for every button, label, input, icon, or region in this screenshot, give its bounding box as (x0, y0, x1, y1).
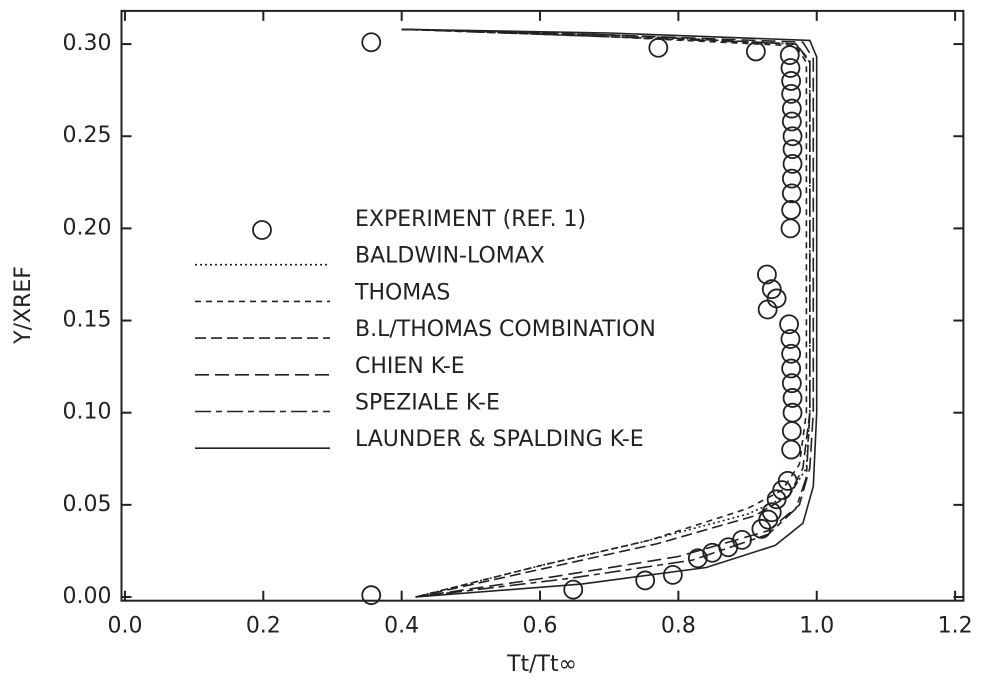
data-point (781, 111, 802, 132)
data-point (781, 83, 802, 104)
x-tick-label: 0.8 (661, 614, 696, 639)
data-point (635, 570, 656, 591)
data-point (782, 139, 803, 160)
data-point (361, 585, 382, 606)
y-tick-label: 0.10 (63, 400, 112, 425)
data-point (781, 373, 802, 394)
y-axis-label: Y/XREF (11, 266, 36, 345)
data-point (361, 32, 382, 53)
data-point (781, 358, 802, 379)
legend-label: SPEZIALE K-E (355, 391, 500, 416)
legend-label: B.L/THOMAS COMBINATION (355, 317, 656, 342)
series-line (401, 28, 811, 598)
legend-label: EXPERIMENT (REF. 1) (355, 207, 586, 232)
y-tick-label: 0.20 (63, 215, 112, 240)
data-point (648, 37, 669, 58)
data-point (782, 153, 803, 174)
y-tick-label: 0.25 (63, 123, 112, 148)
data-point (780, 218, 801, 239)
data-point (781, 421, 802, 442)
data-point (662, 564, 683, 585)
y-tick-label: 0.00 (63, 584, 112, 609)
y-tick-label: 0.30 (63, 31, 112, 56)
data-point (782, 126, 803, 147)
data-point (780, 329, 801, 349)
data-point (781, 98, 802, 119)
data-point (766, 489, 787, 510)
data-point (781, 168, 802, 189)
legend-label: BALDWIN-LOMAX (355, 244, 545, 269)
legend-marker (252, 220, 272, 240)
x-tick-label: 0.0 (107, 614, 142, 639)
data-point (702, 542, 723, 563)
data-point (563, 579, 584, 600)
x-tick-label: 1.0 (799, 614, 834, 639)
series-line (401, 28, 808, 598)
plot-frame (120, 9, 965, 602)
data-point (745, 41, 766, 62)
legend-label: CHIEN K-E (355, 354, 465, 379)
data-point (780, 58, 801, 78)
series-line (401, 28, 811, 598)
x-axis-label: Tt/Tt∞ (506, 652, 577, 677)
data-point (781, 343, 802, 364)
data-point (687, 548, 708, 569)
legend-label: THOMAS (354, 280, 450, 305)
data-point (781, 183, 802, 204)
x-tick-label: 0.6 (523, 614, 558, 639)
data-point (757, 299, 778, 320)
data-point (781, 71, 802, 91)
x-tick-label: 1.2 (938, 614, 973, 639)
y-tick-label: 0.05 (63, 492, 112, 517)
data-point (781, 439, 802, 460)
series-line (401, 28, 811, 598)
data-point (781, 200, 802, 220)
data-point (779, 314, 799, 335)
data-point (757, 264, 777, 285)
legend-label: LAUNDER & SPALDING K-E (355, 427, 644, 452)
y-tick-label: 0.15 (63, 308, 112, 333)
series-line (401, 28, 815, 598)
x-tick-label: 0.2 (246, 614, 281, 639)
data-point (782, 388, 803, 408)
series-line (401, 28, 818, 598)
data-point (761, 279, 782, 300)
x-tick-label: 0.4 (384, 614, 419, 639)
